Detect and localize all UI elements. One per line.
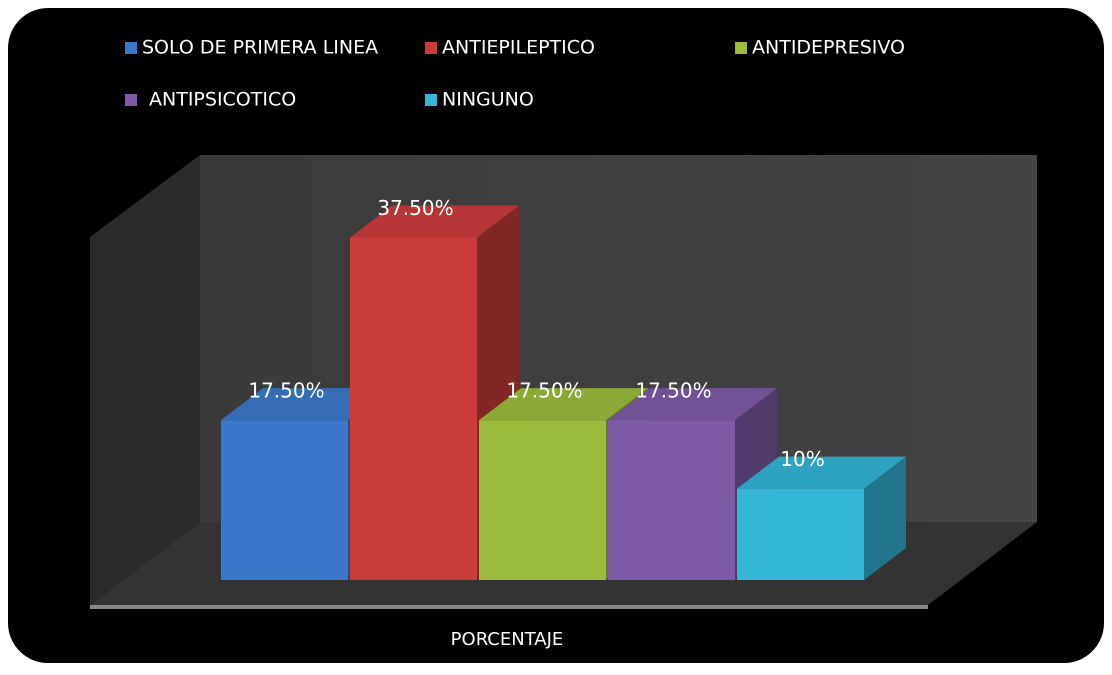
bar-top <box>350 205 519 238</box>
legend: SOLO DE PRIMERA LINEA ANTIEPILEPTICO ANTID… <box>125 37 905 111</box>
legend-label: ANTIPSICOTICO <box>149 89 296 111</box>
legend-swatch <box>735 42 747 54</box>
bar-side <box>864 456 906 580</box>
bar <box>350 237 477 580</box>
legend-label: ANTIDEPRESIVO <box>752 37 905 59</box>
data-label: 17.50% <box>506 379 582 403</box>
legend-swatch <box>425 94 437 106</box>
bar-top <box>608 388 777 421</box>
data-label: 17.50% <box>635 379 711 403</box>
bar <box>221 420 348 580</box>
data-label: 37.50% <box>377 196 453 220</box>
legend-label: NINGUNO <box>442 89 534 111</box>
bar-top <box>737 456 906 489</box>
side-wall <box>90 155 200 605</box>
bar-top <box>221 388 390 421</box>
floor-edge <box>90 605 928 609</box>
x-tick-label: PORCENTAJE <box>451 629 564 650</box>
legend-swatch <box>125 42 137 54</box>
bars: 17.50% 37.50% 17.50% 17.50% 10% <box>221 196 906 580</box>
legend-swatch <box>425 42 437 54</box>
bar-top <box>479 388 648 421</box>
bar <box>737 488 864 580</box>
data-label: 17.50% <box>248 379 324 403</box>
data-label: 10% <box>780 447 824 471</box>
legend-label: ANTIEPILEPTICO <box>442 37 595 59</box>
bar <box>479 420 606 580</box>
legend-swatch <box>125 94 137 106</box>
legend-label: SOLO DE PRIMERA LINEA <box>142 37 378 59</box>
bar <box>608 420 735 580</box>
